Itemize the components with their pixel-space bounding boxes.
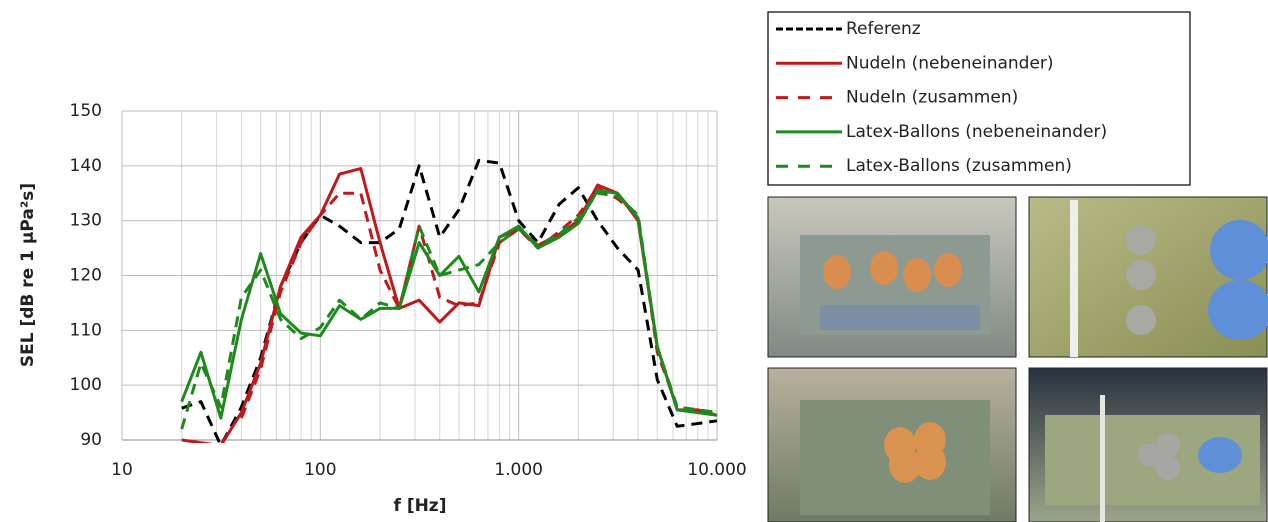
y-tick-label: 150 [70,101,102,121]
x-tick-label: 10 [111,460,133,480]
legend-box [767,11,1191,186]
photo-2 [1028,196,1268,358]
legend-label: Nudeln (zusammen) [846,88,1018,108]
legend-label: Referenz [846,19,921,39]
series-line [180,189,718,420]
photo-3 [767,367,1017,522]
photo-1 [767,196,1017,358]
x-axis-label: f [Hz] [394,496,447,516]
legend-label: Latex-Ballons (nebeneinander) [846,122,1107,142]
photo-4 [1028,367,1268,522]
series-line [180,191,718,430]
x-tick-label: 100 [304,460,336,480]
y-tick-label: 100 [70,375,102,395]
legend: Referenz Nudeln (nebeneinander) Nudeln (zu… [776,19,1107,176]
series-group [180,158,718,443]
y-tick-label: 120 [70,266,102,286]
y-tick-label: 90 [80,430,102,450]
plot-area: 90 100 110 120 130 140 150 10 100 1.000 10.000 [70,101,747,480]
series-line [240,186,718,419]
y-tick-label: 110 [70,320,102,340]
y-axis-label: SEL [dB re 1 µPa²s] [18,183,38,367]
y-tick-label: 130 [70,211,102,231]
legend-label: Latex-Ballons (zusammen) [846,156,1072,176]
series-line [181,167,718,443]
y-tick-label: 140 [70,156,102,176]
legend-label: Nudeln (nebeneinander) [846,53,1054,73]
x-tick-label: 10.000 [687,460,746,480]
x-tick-label: 1.000 [494,460,543,480]
